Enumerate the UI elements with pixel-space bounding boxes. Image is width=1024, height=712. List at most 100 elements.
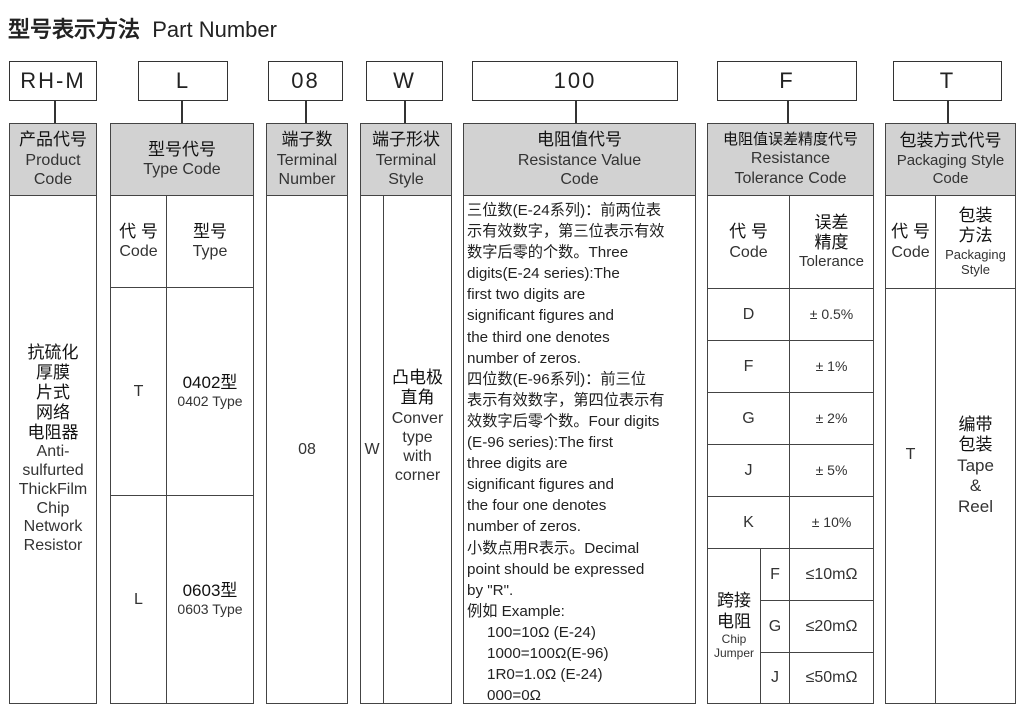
header-zh: 端子形状	[372, 130, 440, 150]
header-en: Type Code	[143, 161, 221, 179]
tolerance-code: K	[707, 496, 790, 549]
example-line: 100=10Ω (E-24)	[487, 623, 596, 641]
header-en: Number	[278, 170, 336, 188]
subheader-zh: 误差	[814, 212, 849, 232]
code-box-type: L	[138, 61, 228, 101]
desc-line: digits(E-24 series):The	[467, 265, 620, 283]
connector-line	[305, 101, 307, 123]
code-box-product: RH-M	[9, 61, 97, 101]
terminal-number-header: 端子数 Terminal Number	[266, 123, 348, 196]
desc-line: 小数点用R表示。Decimal	[467, 539, 640, 557]
terminal-style-desc: 凸电极 直角 Conver type with corner	[383, 195, 452, 704]
jumper-code: J	[760, 652, 790, 704]
header-zh: 型号代号	[148, 139, 216, 159]
example-line: 1000=100Ω(E-96)	[487, 644, 609, 662]
header-en: Terminal	[375, 151, 437, 169]
connector-line	[404, 101, 406, 123]
header-zh: 电阻值代号	[537, 130, 622, 150]
desc-line: 三位数(E-24系列)：前两位表	[467, 202, 662, 219]
desc-line: significant figures and	[467, 307, 614, 325]
packaging-desc: 编带 包装 Tape & Reel	[935, 288, 1016, 704]
header-zh: 端子数	[281, 130, 333, 150]
connector-line	[575, 101, 577, 123]
subheader-zh: 代 号	[119, 221, 158, 241]
resistance-description: 三位数(E-24系列)：前两位表 示有效数字，第三位表示有效 数字后零的个数。T…	[467, 200, 693, 706]
tolerance-value: ± 2%	[789, 392, 874, 445]
connector-line	[947, 101, 949, 123]
type-en: 0402 Type	[177, 393, 243, 410]
subheader-en: Code	[119, 243, 158, 261]
jumper-label: 跨接 电阻 Chip Jumper	[707, 548, 761, 704]
page-title: 型号表示方法 Part Number	[8, 12, 277, 44]
code-box-packaging: T	[893, 61, 1002, 101]
jumper-value: ≤50mΩ	[789, 652, 874, 704]
desc-line: (E-96 series):The first	[467, 434, 614, 452]
code-box-terminal-style: W	[366, 61, 443, 101]
tolerance-code: G	[707, 392, 790, 445]
header-zh: 包装方式代号	[899, 131, 1002, 151]
desc-line: 示有效数字，第三位表示有效	[467, 223, 665, 241]
tolerance-value-subheader: 误差 精度 Tolerance	[789, 195, 874, 289]
header-en: Code	[932, 169, 969, 187]
desc-line: 四位数(E-96系列)：前三位	[467, 370, 646, 388]
subheader-en: Code	[891, 243, 930, 261]
type-type-subheader: 型号 Type	[166, 195, 254, 288]
jumper-en: Chip	[721, 632, 747, 646]
desc-line: by "R".	[467, 581, 514, 599]
packaging-header: 包装方式代号 Packaging Style Code	[885, 123, 1016, 196]
tolerance-code: D	[707, 288, 790, 341]
desc-line: 表示有效数字，第四位表示有	[467, 391, 665, 409]
subheader-zh: 代 号	[729, 222, 768, 242]
packaging-style-subheader: 包装 方法 Packaging Style	[935, 195, 1016, 289]
subheader-zh: 代 号	[891, 222, 930, 242]
packaging-code: T	[885, 288, 936, 704]
header-en: Resistance	[750, 150, 831, 168]
type-code-subheader: 代 号 Code	[110, 195, 167, 288]
desc-en: Network	[23, 518, 83, 536]
subheader-en: Code	[729, 243, 768, 261]
desc-en: corner	[394, 467, 441, 485]
subheader-en: Style	[961, 262, 990, 278]
desc-en: Resistor	[23, 537, 83, 555]
desc-line: 数字后零的个数。Three	[467, 244, 629, 262]
connector-line	[54, 101, 56, 123]
subheader-en: Tolerance	[798, 253, 865, 271]
tolerance-code-subheader: 代 号 Code	[707, 195, 790, 289]
type-zh: 0402型	[182, 372, 238, 392]
subheader-zh: 型号	[193, 221, 227, 241]
code-box-tolerance: F	[717, 61, 857, 101]
type-en: 0603 Type	[177, 601, 243, 618]
type-header: 型号代号 Type Code	[110, 123, 254, 196]
desc-line: first two digits are	[467, 286, 586, 304]
subheader-zh: 精度	[814, 233, 849, 252]
header-en: Packaging Style	[896, 151, 1005, 169]
desc-en: Reel	[958, 496, 993, 516]
header-en: Resistance Value	[517, 151, 642, 169]
desc-en: type	[402, 428, 433, 446]
desc-zh: 网络	[36, 402, 70, 422]
type-row-code: L	[110, 495, 167, 704]
product-desc: 抗硫化 厚膜 片式 网络 电阻器 Anti- sulfurted ThickFi…	[9, 195, 97, 704]
desc-en: Chip	[36, 499, 70, 517]
desc-line: significant figures and	[467, 476, 614, 494]
desc-en: &	[969, 476, 982, 496]
jumper-code: F	[760, 548, 790, 601]
desc-line: three digits are	[467, 455, 568, 473]
terminal-number-value: 08	[266, 195, 348, 704]
desc-line: point should be expressed	[467, 560, 645, 578]
tolerance-value: ± 5%	[789, 444, 874, 497]
desc-line: number of zeros.	[467, 518, 581, 536]
desc-en: with	[403, 448, 432, 466]
jumper-en: Jumper	[713, 646, 754, 661]
header-en: Tolerance Code	[734, 169, 847, 187]
desc-line: number of zeros.	[467, 349, 581, 367]
connector-line	[181, 101, 183, 123]
example-line: 1R0=1.0Ω (E-24)	[487, 666, 603, 684]
desc-line: 例如 Example:	[467, 602, 565, 620]
resistance-header: 电阻值代号 Resistance Value Code	[463, 123, 696, 196]
header-en: Product	[25, 151, 81, 169]
connector-line	[787, 101, 789, 123]
code-box-terminal-number: 08	[268, 61, 343, 101]
header-en: Style	[388, 170, 424, 188]
type-row-code: T	[110, 287, 167, 496]
